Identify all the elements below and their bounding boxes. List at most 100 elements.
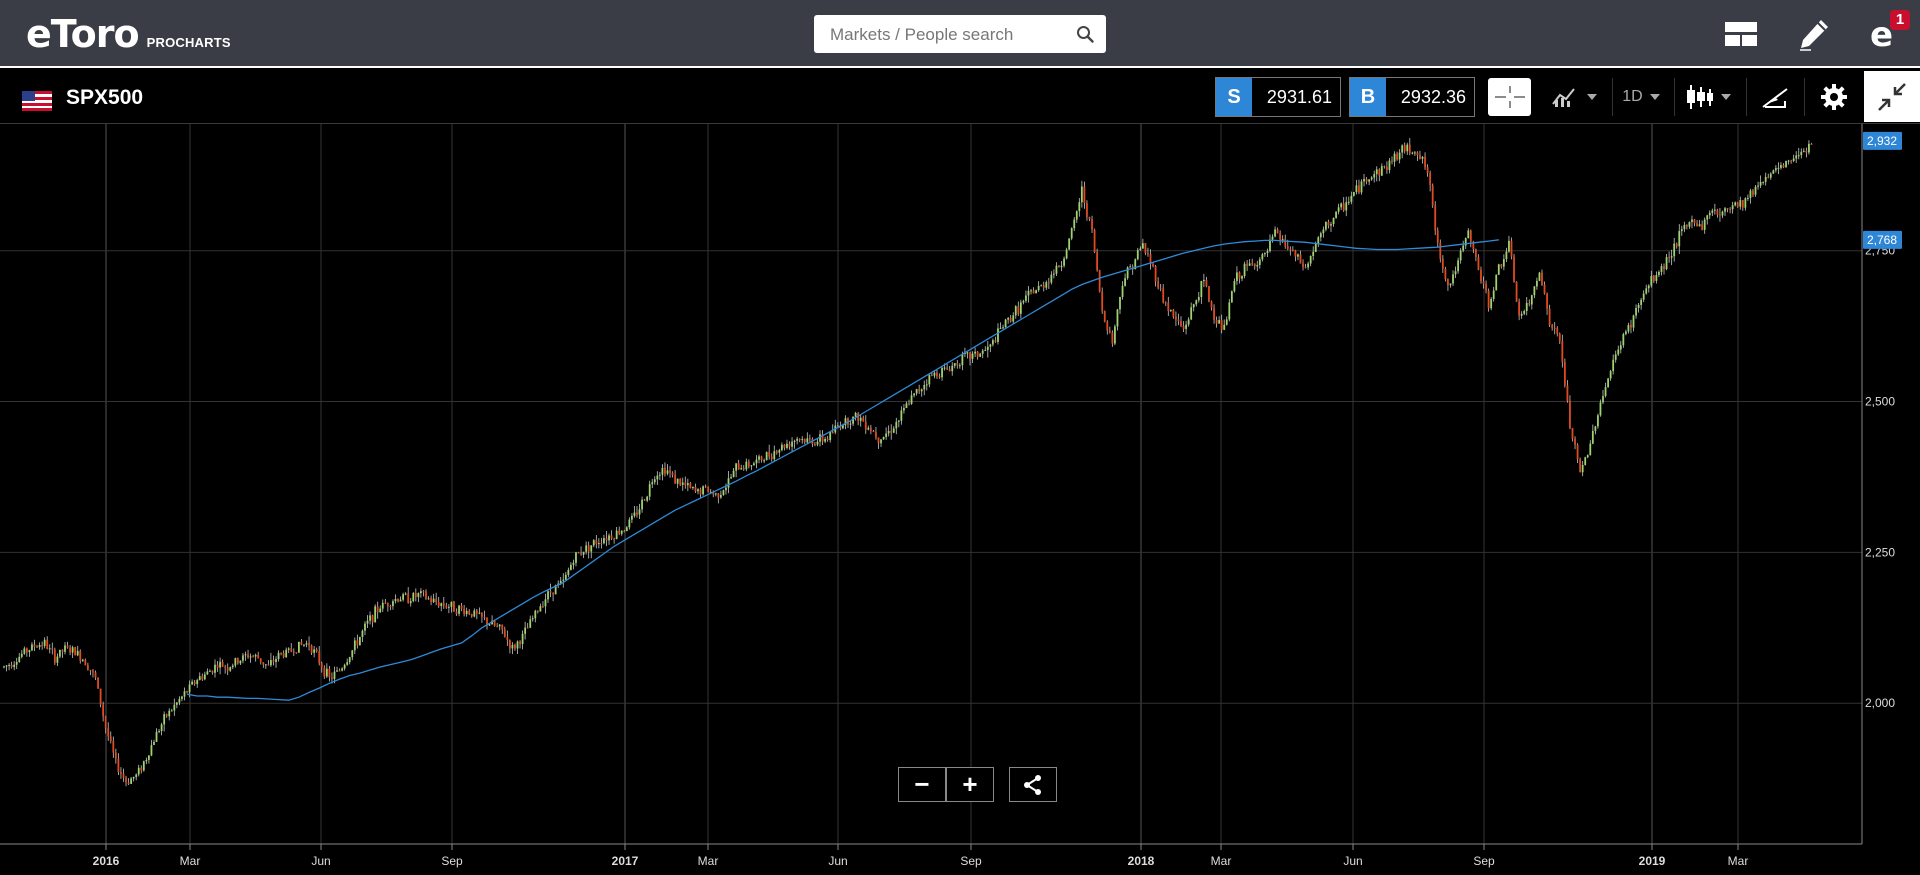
candle	[623, 529, 626, 533]
candle	[328, 665, 331, 682]
candle	[259, 658, 262, 665]
settings-button[interactable]	[1804, 78, 1863, 116]
candle	[437, 596, 440, 608]
candle	[1747, 194, 1749, 201]
candle	[648, 480, 651, 501]
x-tick-label: Mar	[1211, 854, 1232, 868]
candle	[562, 573, 565, 588]
candle	[150, 739, 153, 757]
candle	[1088, 216, 1091, 222]
candle	[999, 322, 1002, 329]
sell-price-button[interactable]: S 2931.61	[1215, 77, 1341, 117]
candle	[1185, 320, 1187, 335]
candle	[1413, 150, 1416, 156]
candle	[819, 430, 821, 447]
candle	[453, 600, 455, 612]
candle	[1302, 259, 1304, 271]
candle	[1563, 358, 1566, 388]
candle	[582, 551, 585, 559]
instrument-symbol[interactable]: SPX500	[66, 86, 144, 109]
candle	[664, 462, 666, 477]
candle	[221, 659, 224, 667]
logo-text: eToro	[26, 12, 140, 56]
candle	[1141, 238, 1144, 249]
candle	[1574, 436, 1576, 450]
candle	[580, 546, 582, 556]
candle	[1253, 263, 1256, 270]
candle	[498, 624, 501, 631]
indicators-button[interactable]	[1543, 78, 1605, 116]
candle	[615, 526, 618, 540]
candle	[1116, 308, 1119, 331]
candle	[821, 430, 824, 446]
candle	[651, 478, 654, 489]
candle	[1622, 332, 1625, 348]
chart-type-selector[interactable]	[1674, 78, 1741, 116]
buy-price: 2932.36	[1400, 87, 1466, 107]
us-flag-icon	[22, 91, 52, 111]
candle	[422, 589, 425, 597]
edit-pencil-icon[interactable]	[1794, 14, 1834, 54]
candle	[719, 490, 722, 499]
candle	[1139, 246, 1142, 251]
candle	[1368, 179, 1371, 186]
candle	[1533, 286, 1536, 299]
candle	[1543, 281, 1546, 295]
candle	[1538, 271, 1541, 282]
candle	[1726, 208, 1729, 213]
candle	[1602, 389, 1604, 405]
search-input[interactable]	[828, 15, 1072, 55]
collapse-button[interactable]	[1864, 71, 1920, 122]
candle	[112, 736, 115, 758]
candle	[1169, 309, 1172, 313]
candle	[814, 441, 816, 447]
candle	[3, 665, 5, 669]
candle	[834, 419, 837, 435]
candle	[836, 422, 839, 427]
candle	[1019, 299, 1022, 319]
drawing-tools-button[interactable]	[1746, 78, 1803, 116]
candle	[857, 412, 860, 426]
candle	[229, 666, 232, 672]
candle	[905, 401, 908, 409]
candle	[1810, 142, 1813, 145]
price-chart[interactable]: 2016 Mar Jun Sep 2017 Mar Jun Sep 2018 Mar Jun Sep 2…	[0, 124, 1920, 875]
candle	[386, 602, 389, 612]
x-tick-label: Jun	[311, 854, 330, 868]
candle	[1108, 326, 1111, 334]
candle	[1401, 144, 1404, 159]
zoom-in-button[interactable]: +	[946, 767, 994, 802]
candle	[74, 646, 77, 656]
candle	[165, 713, 168, 718]
candle	[1439, 239, 1442, 263]
candle	[1040, 284, 1043, 287]
candle	[603, 534, 605, 545]
buy-price-button[interactable]: B 2932.36	[1349, 77, 1475, 117]
user-menu-icon[interactable]: e 1	[1864, 10, 1910, 54]
candle	[1744, 197, 1747, 211]
candle	[1025, 290, 1027, 303]
candle	[1635, 304, 1637, 319]
interval-selector[interactable]: 1D	[1612, 78, 1669, 116]
candle	[1739, 196, 1742, 210]
candle	[193, 679, 196, 686]
crosshair-button[interactable]	[1488, 78, 1531, 116]
top-bar: eToro PROCHARTS e 1	[0, 0, 1920, 68]
candle	[1774, 165, 1777, 173]
search-box[interactable]	[814, 15, 1106, 55]
candle	[1678, 224, 1681, 255]
search-icon[interactable]	[1076, 25, 1094, 43]
share-button[interactable]	[1009, 767, 1057, 802]
candle	[18, 652, 21, 663]
zoom-out-button[interactable]: −	[898, 767, 946, 802]
candle	[15, 657, 18, 669]
candle	[486, 617, 488, 630]
candle	[325, 663, 328, 678]
candle	[908, 399, 910, 406]
candle	[519, 640, 521, 649]
candle	[717, 493, 720, 504]
etoro-logo[interactable]: eToro PROCHARTS	[26, 12, 231, 56]
layout-icon[interactable]	[1721, 14, 1761, 54]
candle	[681, 477, 684, 491]
candle	[702, 485, 704, 496]
